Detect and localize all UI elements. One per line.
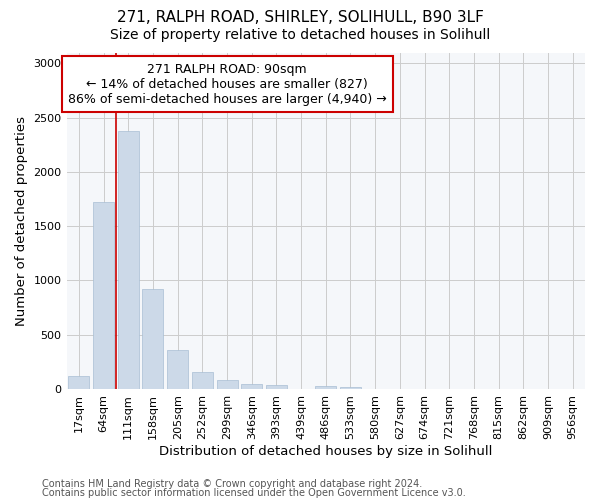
Bar (217, 380, 238, 389)
Text: 271, RALPH ROAD, SHIRLEY, SOLIHULL, B90 3LF: 271, RALPH ROAD, SHIRLEY, SOLIHULL, B90 … (116, 10, 484, 25)
Text: Contains HM Land Registry data © Crown copyright and database right 2024.: Contains HM Land Registry data © Crown c… (42, 479, 422, 489)
Text: 271 RALPH ROAD: 90sqm
← 14% of detached houses are smaller (827)
86% of semi-det: 271 RALPH ROAD: 90sqm ← 14% of detached … (68, 62, 386, 106)
Text: Contains public sector information licensed under the Open Government Licence v3: Contains public sector information licen… (42, 488, 466, 498)
Bar (93, 202, 114, 389)
Bar (167, 350, 188, 389)
Bar (68, 376, 89, 389)
Bar (266, 385, 287, 389)
X-axis label: Distribution of detached houses by size in Solihull: Distribution of detached houses by size … (159, 444, 493, 458)
Y-axis label: Number of detached properties: Number of detached properties (15, 116, 28, 326)
Bar (192, 372, 213, 389)
Bar (315, 386, 336, 389)
Bar (241, 384, 262, 389)
Bar (340, 387, 361, 389)
Text: Size of property relative to detached houses in Solihull: Size of property relative to detached ho… (110, 28, 490, 42)
Bar (142, 289, 163, 389)
Bar (118, 130, 139, 389)
